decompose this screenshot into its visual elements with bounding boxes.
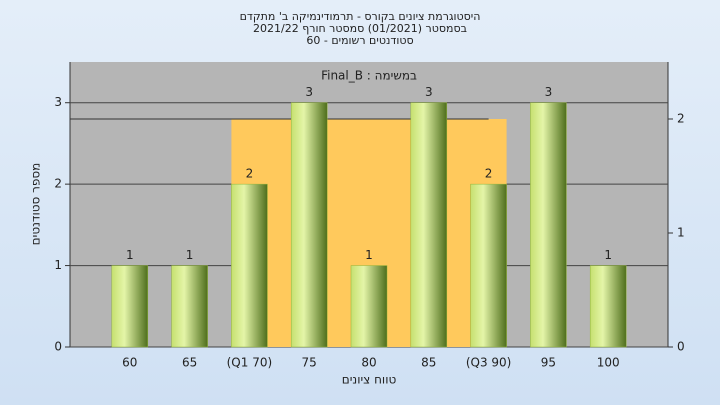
bar <box>589 265 627 348</box>
y-tick-label: 3 <box>54 95 62 109</box>
x-tick-label: 60 <box>122 356 137 370</box>
x-tick-label: 100 <box>597 356 620 370</box>
bar <box>350 265 388 348</box>
bar <box>410 102 448 348</box>
value-label: 2 <box>485 167 493 181</box>
y2-tick-label: 2 <box>677 112 685 126</box>
x-tick-label: 75 <box>302 356 317 370</box>
x-tick-label: 85 <box>421 356 436 370</box>
x-tick-label: 80 <box>361 356 376 370</box>
y-tick-label: 1 <box>54 258 62 272</box>
chart-title: 60 - סטודנטים רשומים <box>306 34 413 47</box>
bar <box>470 183 507 348</box>
x-tick-label: 65 <box>182 356 197 370</box>
x-tick-label: (Q1 70) <box>227 356 273 370</box>
value-label: 3 <box>425 85 433 99</box>
x-tick-label: 95 <box>541 356 556 370</box>
chart-title: בסמסטר (01/2021) סמסטר חורף 2021/22 <box>253 22 467 35</box>
y-axis-label: מספר סטודנטים <box>29 163 43 246</box>
y-tick-label: 0 <box>54 340 62 354</box>
value-label: 3 <box>305 85 313 99</box>
y2-tick-label: 1 <box>677 226 685 240</box>
value-label: 1 <box>126 248 134 262</box>
value-label: 3 <box>545 85 553 99</box>
y2-tick-label: 0 <box>677 340 685 354</box>
value-label: 2 <box>246 167 254 181</box>
value-label: 1 <box>186 248 194 262</box>
x-tick-label: (Q3 90) <box>466 356 512 370</box>
bar <box>231 183 268 348</box>
bar <box>111 265 149 348</box>
x-axis-label: טווח ציונים <box>342 373 397 387</box>
bar <box>171 265 208 348</box>
value-label: 1 <box>604 248 612 262</box>
bar <box>530 102 567 348</box>
legend-label: במשימה : Final_B <box>321 69 417 83</box>
bar <box>290 102 328 348</box>
y-tick-label: 2 <box>54 177 62 191</box>
chart-title: היסטוגרמת ציונים בקורס - תרמודינמיקה ב' … <box>240 10 481 23</box>
value-label: 1 <box>365 248 373 262</box>
